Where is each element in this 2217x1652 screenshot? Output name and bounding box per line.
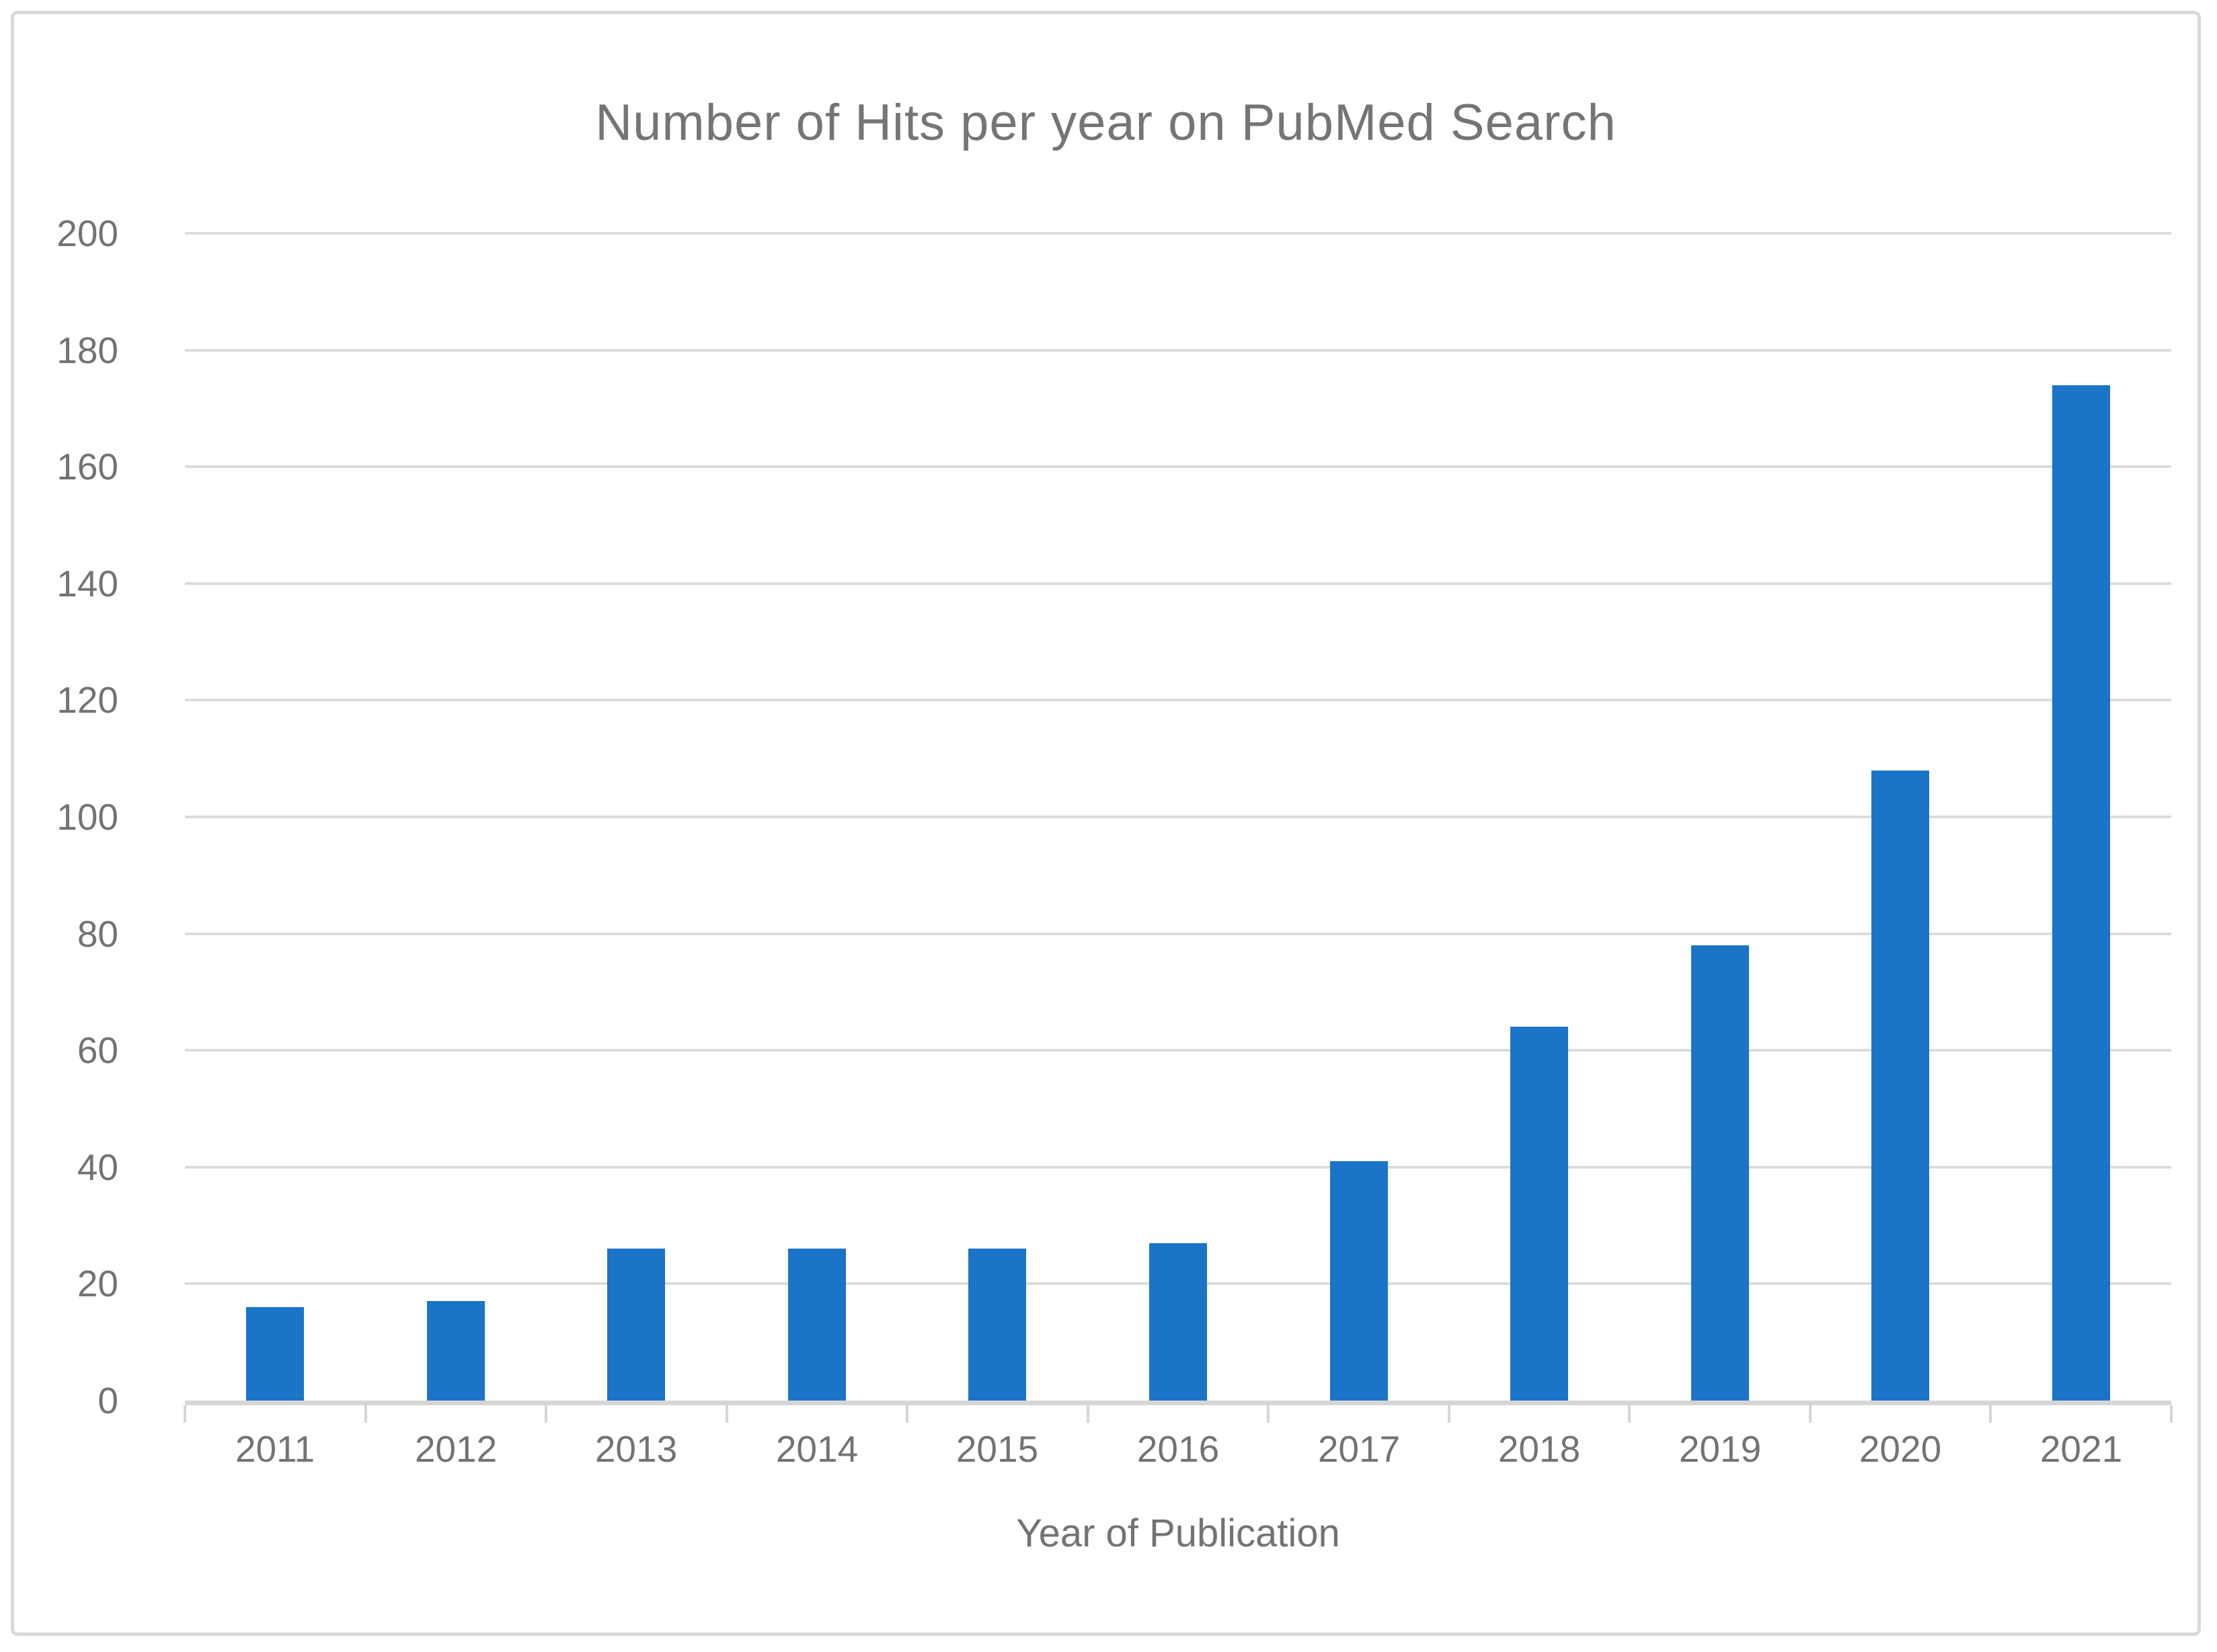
x-axis-tick <box>1628 1405 1631 1423</box>
chart-frame: Number of Hits per year on PubMed Search… <box>11 11 2201 1636</box>
x-tick-label-2019: 2019 <box>1678 1428 1762 1470</box>
x-axis-tick <box>2170 1405 2173 1423</box>
x-axis-tick <box>1448 1405 1450 1423</box>
y-tick-label-160: 160 <box>56 446 118 488</box>
x-tick-label-2021: 2021 <box>2039 1428 2123 1470</box>
gridline-140 <box>185 582 2171 585</box>
x-tick-label-2017: 2017 <box>1317 1428 1401 1470</box>
gridline-200 <box>185 232 2171 235</box>
y-tick-label-180: 180 <box>56 329 118 371</box>
x-axis-tick <box>1087 1405 1089 1423</box>
x-tick-label-2015: 2015 <box>956 1428 1039 1470</box>
gridline-180 <box>185 348 2171 352</box>
gridline-80 <box>185 932 2171 935</box>
bar-2012 <box>427 1301 485 1401</box>
x-axis-tick <box>1809 1405 1812 1423</box>
bar-2015 <box>968 1249 1026 1401</box>
plot-area <box>185 232 2171 1401</box>
bar-2011 <box>246 1307 304 1401</box>
bar-2016 <box>1149 1243 1207 1401</box>
y-tick-label-0: 0 <box>98 1380 118 1421</box>
bar-2021 <box>2052 385 2110 1401</box>
x-tick-label-2011: 2011 <box>235 1428 315 1470</box>
x-tick-label-2016: 2016 <box>1136 1428 1220 1470</box>
x-tick-label-2013: 2013 <box>594 1428 678 1470</box>
gridline-160 <box>185 465 2171 469</box>
gridline-60 <box>185 1049 2171 1052</box>
x-axis-tick <box>364 1405 367 1423</box>
gridline-100 <box>185 816 2171 818</box>
y-tick-label-60: 60 <box>77 1029 118 1072</box>
bar-2020 <box>1871 771 1929 1401</box>
x-axis-tick <box>1989 1405 1992 1423</box>
x-tick-label-2020: 2020 <box>1859 1428 1942 1470</box>
y-tick-label-200: 200 <box>56 212 118 254</box>
y-tick-label-80: 80 <box>77 912 118 955</box>
x-axis-title: Year of Publication <box>1016 1511 1340 1555</box>
bar-2014 <box>788 1249 846 1401</box>
x-axis-tick <box>545 1405 547 1423</box>
y-tick-label-100: 100 <box>56 796 118 838</box>
x-axis-tick <box>726 1405 728 1423</box>
bar-2017 <box>1330 1161 1388 1401</box>
gridline-120 <box>185 699 2171 702</box>
bar-2018 <box>1510 1027 1568 1401</box>
y-tick-label-120: 120 <box>56 679 118 721</box>
y-tick-label-140: 140 <box>56 562 118 604</box>
y-tick-label-40: 40 <box>77 1146 118 1188</box>
x-tick-label-2014: 2014 <box>775 1428 859 1470</box>
gridline-40 <box>185 1165 2171 1169</box>
x-axis-tick <box>906 1405 908 1423</box>
chart-title: Number of Hits per year on PubMed Search <box>595 94 1617 151</box>
y-tick-label-20: 20 <box>77 1263 118 1305</box>
x-axis-tick <box>184 1405 186 1423</box>
bar-2013 <box>607 1249 665 1401</box>
x-axis-tick <box>1267 1405 1270 1423</box>
bar-2019 <box>1691 945 1749 1401</box>
x-tick-label-2018: 2018 <box>1498 1428 1581 1470</box>
x-axis-line <box>185 1401 2171 1405</box>
x-tick-label-2012: 2012 <box>414 1428 498 1470</box>
